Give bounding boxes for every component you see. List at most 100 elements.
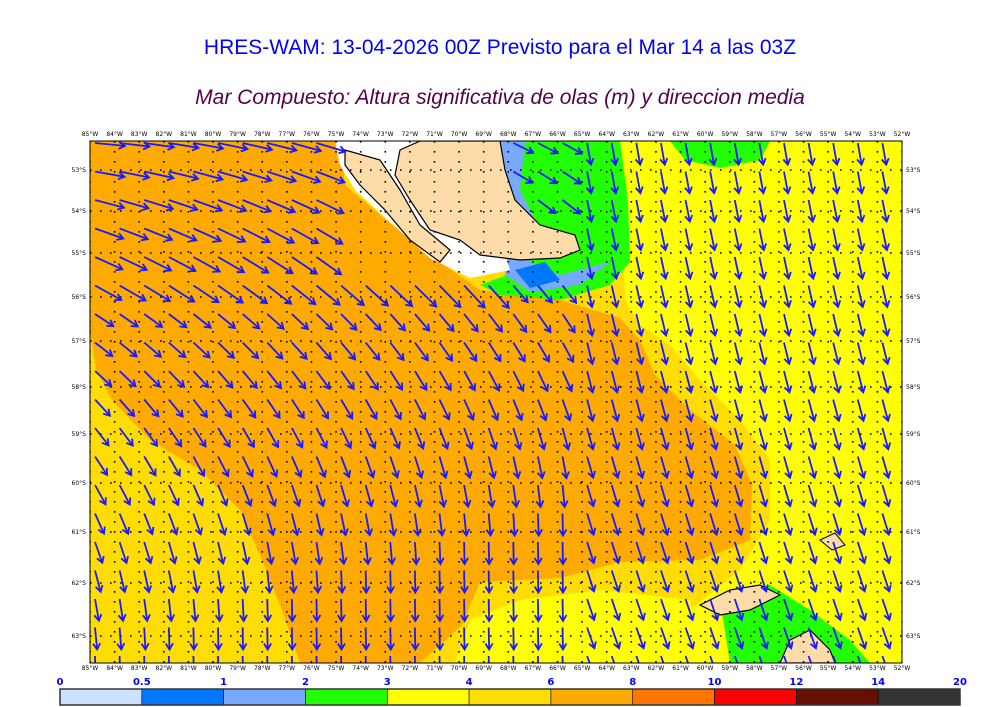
arrow-head [832, 243, 841, 252]
arrow-head [167, 142, 176, 151]
arrow-head [636, 356, 645, 366]
wave-arrow [217, 142, 250, 153]
longitude-label-top: 79°W [229, 131, 246, 138]
arrow-head [587, 555, 597, 565]
arrow-head [514, 441, 523, 451]
arrow-shaft [832, 313, 840, 336]
arrow-shaft [463, 284, 486, 309]
colorbar-swatch [223, 688, 306, 706]
wave-arrow [537, 170, 559, 185]
wave-arrow [193, 227, 223, 243]
wave-arrow [266, 541, 275, 566]
arrow-shaft [561, 199, 581, 215]
arrow-head [783, 300, 792, 309]
wave-arrow [561, 370, 574, 393]
wave-arrow [217, 199, 248, 213]
longitude-label-bottom: 61°W [672, 665, 689, 672]
arrow-shaft [709, 598, 719, 621]
arrow-shaft [143, 313, 163, 328]
wave-arrow [338, 541, 348, 566]
arrow-head [216, 143, 225, 152]
latitude-label-left: 59°S [72, 431, 87, 438]
arrow-head [586, 300, 596, 309]
arrow-shaft [783, 570, 792, 592]
arrow-head [535, 500, 545, 509]
arrow-head [395, 382, 404, 391]
wave-arrow [758, 199, 767, 224]
arrow-head [391, 470, 400, 479]
arrow-head [733, 243, 743, 252]
wave-arrow [315, 456, 327, 479]
arrow-shaft [119, 142, 150, 148]
wave-arrow [266, 341, 284, 360]
arrow-head [734, 385, 744, 394]
arrow-shaft [192, 598, 197, 621]
arrow-shaft [266, 456, 278, 477]
wave-arrow [119, 313, 140, 328]
wave-arrow [684, 199, 694, 224]
arrow-head [684, 157, 693, 167]
arrow-shaft [316, 142, 346, 153]
arrow-head [96, 555, 105, 565]
arrow-shaft [315, 427, 328, 448]
wave-arrow [512, 399, 524, 422]
longitude-label-top: 73°W [377, 131, 394, 138]
arrow-shaft [709, 285, 716, 308]
arrow-shaft [315, 313, 333, 331]
arrow-head [533, 585, 543, 595]
wave-arrow [635, 541, 646, 565]
arrow-head [300, 322, 310, 331]
arrow-head [315, 527, 325, 537]
latitude-label-right: 58°S [906, 384, 921, 391]
arrow-head [807, 300, 817, 309]
arrow-shaft [881, 228, 888, 251]
wave-arrow [315, 227, 344, 245]
wave-arrow [119, 199, 151, 211]
arrow-head [484, 642, 494, 652]
arrow-head [295, 440, 304, 449]
arrow-head [470, 324, 479, 333]
arrow-shaft [266, 398, 281, 419]
wave-arrow [143, 370, 161, 388]
wave-arrow [313, 570, 322, 595]
arrow-head [227, 321, 237, 330]
arrow-shaft [537, 484, 542, 507]
wave-arrow [238, 627, 248, 652]
arrow-head [188, 264, 197, 273]
arrow-shaft [856, 655, 862, 663]
wave-arrow [364, 484, 375, 508]
arrow-head [636, 442, 645, 451]
longitude-label-bottom: 67°W [525, 665, 542, 672]
wave-arrow [660, 427, 670, 451]
wave-arrow [881, 570, 892, 594]
arrow-head [317, 498, 326, 508]
longitude-label-top: 53°W [869, 131, 886, 138]
longitude-label-top: 54°W [844, 131, 861, 138]
wave-arrow [143, 513, 155, 536]
arrow-shaft [881, 342, 889, 365]
wave-arrow [635, 570, 646, 594]
wave-arrow [315, 370, 331, 391]
arrow-shaft [684, 456, 693, 478]
arrow-head [238, 235, 247, 244]
arrow-head [858, 584, 868, 594]
wave-arrow [315, 284, 341, 306]
arrow-shaft [365, 284, 389, 307]
arrow-shaft [832, 427, 840, 450]
arrow-head [734, 328, 743, 338]
arrow-head [758, 243, 767, 252]
arrow-shaft [561, 456, 568, 479]
wave-arrow [807, 655, 813, 663]
wave-arrow [94, 341, 114, 358]
wave-arrow [660, 541, 671, 565]
wave-arrow [264, 570, 274, 595]
arrow-shaft [783, 370, 791, 393]
arrow-shaft [856, 513, 866, 535]
wave-arrow [610, 484, 621, 508]
wave-arrow [635, 513, 646, 537]
arrow-shaft [635, 171, 642, 194]
arrow-shaft [94, 541, 104, 564]
wave-arrow [460, 570, 469, 595]
arrow-shaft [168, 341, 186, 358]
wave-arrow [217, 256, 246, 274]
